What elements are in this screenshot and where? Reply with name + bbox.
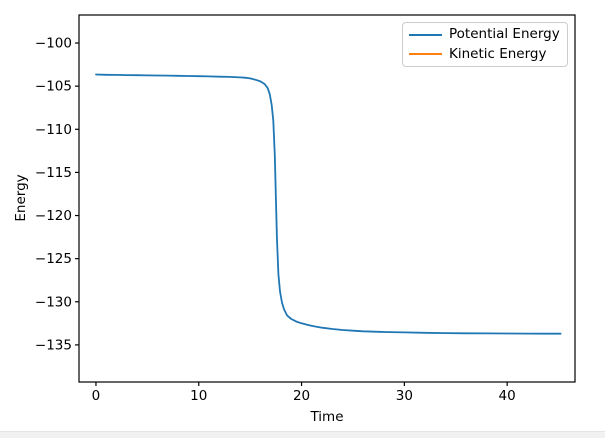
y-tick-label: −120 (35, 208, 72, 224)
legend-label: Potential Energy (449, 26, 560, 42)
axis-tick-labels: 0 10 20 30 40 −100 −105 −110 −115 −120 −125 −130 −13… (35, 36, 516, 404)
y-tick-label: −115 (35, 165, 72, 181)
legend-entry-kinetic-energy: Kinetic Energy (409, 45, 567, 65)
y-axis-label: Energy (13, 174, 29, 222)
window-bottom-strip (0, 431, 605, 438)
x-tick-label: 30 (396, 388, 413, 404)
kinetic-energy-legend-line-icon (409, 53, 442, 56)
y-tick-label: −105 (35, 79, 72, 95)
x-tick-label: 40 (499, 388, 516, 404)
y-tick-label: −130 (35, 294, 72, 310)
potential-energy-line (95, 73, 562, 335)
legend-entry-potential-energy: Potential Energy (409, 25, 567, 45)
axis-tick-marks (75, 42, 508, 386)
y-tick-label: −135 (35, 337, 72, 353)
y-tick-label: −125 (35, 251, 72, 267)
potential-energy-legend-line-icon (409, 33, 442, 36)
legend: Potential Energy Kinetic Energy (402, 22, 568, 67)
series-lines (95, 73, 562, 335)
x-axis-label: Time (310, 409, 344, 425)
y-tick-label: −100 (35, 36, 72, 52)
x-tick-label: 0 (92, 388, 101, 404)
x-tick-label: 10 (190, 388, 207, 404)
y-tick-label: −110 (35, 122, 72, 138)
x-tick-label: 20 (293, 388, 310, 404)
plot-area (78, 14, 576, 383)
legend-label: Kinetic Energy (449, 45, 547, 62)
